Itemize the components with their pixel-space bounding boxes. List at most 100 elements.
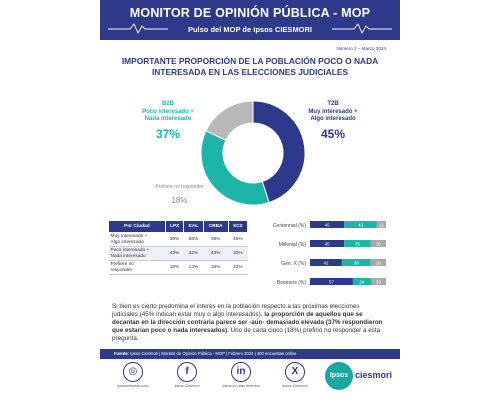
row-label: Muy interesado + Algo interesado <box>108 232 166 247</box>
generation-bar-segment <box>344 240 371 247</box>
generation-bar-value: 45 <box>325 241 330 246</box>
b2b-percent: 37% <box>155 126 181 141</box>
generation-bar-segment <box>352 278 371 285</box>
donut-slice-no-response <box>205 100 254 141</box>
generation-bar-segment <box>370 240 386 247</box>
header-banner: MONITOR DE OPINIÓN PÚBLICA - MOP Pulso d… <box>100 0 400 40</box>
paragraph-text: elecciones judiciales (45% indican estar… <box>112 303 360 319</box>
generation-bar-segment <box>370 278 386 285</box>
generation-bar-value: 12 <box>379 222 384 227</box>
donut-slice-b2b <box>200 130 270 206</box>
table-cell: 45% <box>228 232 248 247</box>
no-response-percent: 18% <box>171 195 188 205</box>
headline: IMPORTANTE PROPORCIÓN DE LA POBLACIÓN PO… <box>110 56 390 77</box>
generation-bar-chart: Centennial (%) 45 43 12 Millenial (%) 45 35 20 G… <box>273 221 386 286</box>
generation-bar-value: 42 <box>324 260 329 265</box>
social-x[interactable]: X Ipsos Ciesmori <box>270 362 320 388</box>
row-label-line: Nada interesado <box>110 253 146 259</box>
generation-label: Boomers (%) <box>277 280 307 286</box>
generation-bar-segment <box>310 259 342 266</box>
facebook-icon[interactable]: f <box>177 362 197 382</box>
linkedin-icon[interactable]: in <box>231 362 251 382</box>
social-label: Ipsos Ciesmori <box>282 384 308 388</box>
social-web[interactable]: ◎ ipsosciesmori.com <box>108 362 158 388</box>
table-header-row: Por Ciudad LPZ EAL CBBA SCZ <box>108 220 249 233</box>
b2b-label: B2B Poco interesado + Nada interesado 37… <box>128 101 208 141</box>
paragraph-bold: aquellos que se decantan en la dirección… <box>112 311 363 327</box>
table-cell: 13% <box>183 260 204 275</box>
generation-bar-value: 38 <box>354 260 359 265</box>
generation-bar-segment <box>370 259 386 266</box>
generation-bar-segment <box>310 240 345 247</box>
generation-bar-value: 20 <box>376 279 381 284</box>
table-cell: 43% <box>165 246 184 261</box>
no-response-label: Prefiere no responder 18% <box>142 184 217 205</box>
headline-line: INTERESADA EN LAS ELECCIONES JUDICIALES <box>151 66 349 77</box>
source-text: Ipsos Ciesmori | Monitor de Opinión Públ… <box>130 351 297 356</box>
donut-slice-t2b <box>252 100 306 204</box>
generation-bar-segment <box>310 221 345 228</box>
t2b-line: Algo interesado <box>310 116 356 122</box>
b2b-tag: B2B <box>161 101 174 107</box>
web-icon[interactable]: ◎ <box>123 362 143 382</box>
interest-donut-chart <box>200 100 306 206</box>
issue-number: Número 2 – Marzo 2024 <box>336 46 386 51</box>
ciesmori-wordmark: ciesmori <box>355 370 393 380</box>
table-row: Poco interesado + Nada interesado 43% 32%… <box>108 246 248 261</box>
table-header: LPZ <box>164 220 185 233</box>
table-row: Muy interesado + Algo interesado 39% 55% … <box>108 232 248 247</box>
generation-bar-value: 57 <box>329 279 334 284</box>
table-header: EAL <box>183 220 204 233</box>
paragraph-bold: la proporción de <box>264 311 314 319</box>
generation-bar-value: 43 <box>358 222 363 227</box>
t2b-label: T2B Muy interesado + Algo interesado 45% <box>292 101 374 141</box>
t2b-percent: 45% <box>320 126 346 141</box>
paragraph-bold: elevada (37% respondieron que estarían p… <box>112 319 383 335</box>
t2b-line: Muy interesado + <box>308 108 358 115</box>
t2b-tag: T2B <box>327 101 339 107</box>
generation-bar-segment <box>376 221 386 228</box>
generation-bar-segment <box>344 221 377 228</box>
generation-bar-segment <box>341 259 371 266</box>
pulse-right-icon <box>332 23 392 34</box>
generation-bar-segment <box>310 278 353 285</box>
table-header: CBBA <box>202 220 229 233</box>
social-label: Ipsos Ciesmori <box>174 384 200 388</box>
generation-label: Centennial (%) <box>273 223 306 229</box>
source-label: Fuente: <box>114 351 130 356</box>
row-label-line: responder <box>110 267 133 273</box>
generation-bar-value: 20 <box>376 241 381 246</box>
b2b-line: Nada interesado <box>144 116 192 122</box>
table-header: Por Ciudad <box>108 220 166 233</box>
table-cell: 39% <box>203 232 229 247</box>
table-header: SCZ <box>227 220 249 233</box>
city-table: Por Ciudad LPZ EAL CBBA SCZ Muy interesa… <box>108 220 249 275</box>
social-facebook[interactable]: f Ipsos Ciesmori <box>162 362 212 388</box>
generation-label: Millenial (%) <box>279 242 307 248</box>
table-row: Prefiere no responder 18% 13% 18% 22% <box>108 260 248 275</box>
headline-line: IMPORTANTE PROPORCIÓN DE LA POBLACIÓN PO… <box>121 56 379 66</box>
row-label-line: Poco interesado + <box>110 247 150 253</box>
page-subtitle: Pulso del MOP de Ipsos CIESMORI <box>187 25 313 34</box>
table-cell: 43% <box>203 246 229 261</box>
ipsos-logo: Ipsos <box>325 362 353 390</box>
paragraph-text: cinco (18%) prefirió no responder a esta… <box>112 327 381 343</box>
table-cell: 55% <box>183 232 204 247</box>
table-cell: 18% <box>165 260 184 275</box>
row-label-line: Muy interesado + <box>110 233 148 239</box>
social-label: ipsosciesmori.com <box>117 384 149 388</box>
generation-bar-value: 45 <box>325 222 330 227</box>
table-cell: 32% <box>183 246 204 261</box>
table-cell: 18% <box>203 260 229 275</box>
x-icon[interactable]: X <box>285 362 305 382</box>
social-label: Ipsos in Latin America <box>222 384 260 388</box>
generation-bar-value: 35 <box>355 241 360 246</box>
table-cell: 33% <box>228 246 248 261</box>
table-cell: 22% <box>228 260 248 275</box>
social-linkedin[interactable]: in Ipsos in Latin America <box>216 362 266 388</box>
table-cell: 39% <box>165 232 184 247</box>
source-bar: Fuente: Ipsos Ciesmori | Monitor de Opin… <box>100 349 400 359</box>
generation-bar-value: 24 <box>359 279 364 284</box>
page-title: MONITOR DE OPINIÓN PÚBLICA - MOP <box>129 6 371 20</box>
report-page: MONITOR DE OPINIÓN PÚBLICA - MOP Pulso d… <box>100 0 400 400</box>
